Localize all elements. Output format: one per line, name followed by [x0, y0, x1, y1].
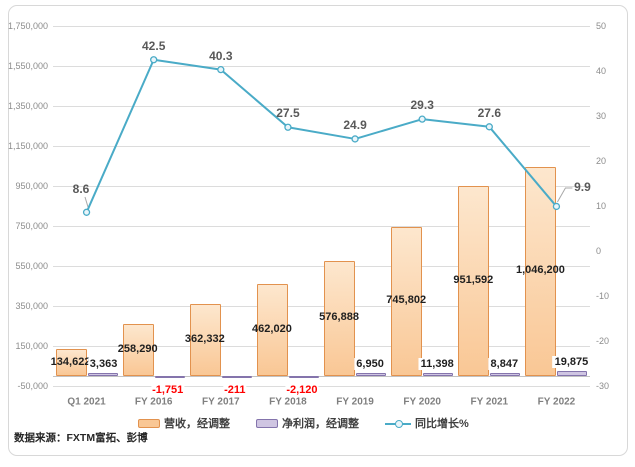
- legend-item-net-profit: 净利润，经调整: [256, 415, 359, 431]
- revenue-swatch-icon: [138, 418, 160, 428]
- legend-item-revenue: 营收，经调整: [138, 415, 230, 431]
- chart-frame: [8, 5, 628, 456]
- legend: 营收，经调整 净利润，经调整 同比增长%: [138, 415, 469, 431]
- legend-label-yoy-growth: 同比增长%: [415, 418, 469, 430]
- net-profit-swatch-icon: [256, 418, 278, 428]
- legend-label-net-profit: 净利润，经调整: [282, 418, 359, 430]
- line-marker-icon: [385, 419, 411, 428]
- source-note: 数据来源：FXTM富拓、彭博: [14, 432, 148, 444]
- legend-label-revenue: 营收，经调整: [164, 418, 230, 430]
- legend-item-yoy-growth: 同比增长%: [385, 415, 469, 431]
